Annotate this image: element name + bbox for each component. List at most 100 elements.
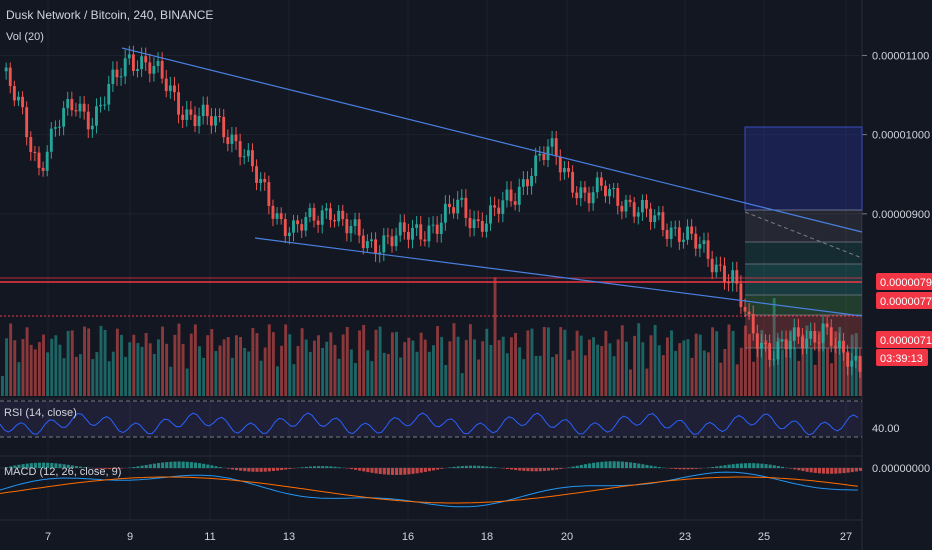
candle-body [562,167,566,173]
volume-bar [489,344,493,396]
volume-label: Vol (20) [6,31,44,43]
candle-body [858,355,862,372]
volume-bar [485,328,489,396]
candle-body [279,213,283,220]
volume-bar [50,338,54,396]
candle-body [341,210,345,220]
macd-histogram-bar [489,466,493,468]
candle-body [497,207,501,214]
price-tag [876,349,928,366]
macd-histogram-bar [727,464,731,468]
macd-histogram-bar [29,463,33,468]
candle-body [665,230,669,239]
volume-bar [354,363,357,396]
candle-body [62,108,66,127]
volume-bar [748,333,751,396]
candle-body [780,339,784,342]
volume-bar [637,323,641,396]
macd-histogram-bar [801,468,805,472]
rsi-level-label: 40.00 [872,423,900,435]
candle-body [156,60,160,66]
volume-bar [477,359,481,396]
volume-bar [230,357,234,396]
macd-histogram-bar [797,468,801,471]
candle-body [435,224,439,234]
volume-bar [390,332,394,396]
macd-histogram-bar [234,468,239,471]
macd-histogram-bar [637,463,641,468]
macd-histogram-bar [731,464,735,468]
volume-bar [694,333,698,396]
candle-body [197,116,201,127]
candle-body [542,153,546,161]
candle-body [517,186,521,205]
macd-histogram-bar [464,465,468,468]
macd-histogram-bar [678,468,682,470]
candle-body [776,341,780,360]
volume-bar [206,335,210,396]
macd-histogram-bar [415,468,419,474]
candle-body [263,178,267,183]
target-box [744,126,863,211]
volume-bar [185,368,189,396]
volume-bar [415,351,419,396]
volume-bar [702,350,706,396]
volume-bar [538,355,542,396]
volume-bar [276,366,279,396]
volume-bar [587,339,591,396]
candle-body [189,109,193,115]
macd-histogram-bar [378,468,382,474]
volume-bar [103,329,107,396]
candle-body [70,99,74,111]
candle-body [127,54,131,59]
macd-histogram-bar [169,461,173,468]
volume-bar [132,334,136,396]
candle-body [308,208,312,217]
volume-bar [793,347,797,396]
candle-body [608,189,611,197]
volume-bar [83,326,86,396]
candle-body [772,359,776,361]
time-tick-label: 7 [45,531,51,543]
volume-bar [592,337,595,396]
price-tag-label: 0.00000795 [880,277,932,289]
candle-body [283,219,287,237]
macd-histogram-bar [218,467,222,468]
volume-bar [789,330,793,396]
candle-body [25,107,29,138]
macd-histogram-bar [743,463,748,468]
macd-histogram-bar [259,468,263,472]
volume-bar [189,333,193,396]
macd-histogram-bar [522,468,526,471]
volume-bar [17,362,21,396]
candle-body [378,252,382,255]
macd-histogram-bar [70,465,74,468]
volume-bar [226,337,230,396]
macd-histogram-bar [5,467,9,468]
candle-body [735,270,739,284]
macd-histogram-bar [17,464,21,468]
volume-bar [563,329,567,396]
volume-bar [555,354,559,396]
time-tick-label: 18 [481,531,493,543]
macd-histogram-bar [62,464,66,468]
macd-histogram-bar [226,468,230,469]
candle-body [95,106,98,126]
candle-body [209,116,213,126]
time-tick-label: 16 [402,531,414,543]
volume-bar [440,336,444,396]
volume-bar [54,335,58,396]
macd-histogram-bar [711,466,715,468]
candle-body [833,346,837,348]
volume-bar [534,355,538,396]
volume-bar [329,332,333,396]
macd-histogram-bar [509,468,514,470]
macd-histogram-bar [793,468,797,470]
volume-bar [830,363,834,396]
candle-body [677,227,681,242]
volume-bar [99,325,103,396]
volume-bar [5,338,9,396]
candle-body [706,240,710,259]
volume-bar [263,347,267,396]
